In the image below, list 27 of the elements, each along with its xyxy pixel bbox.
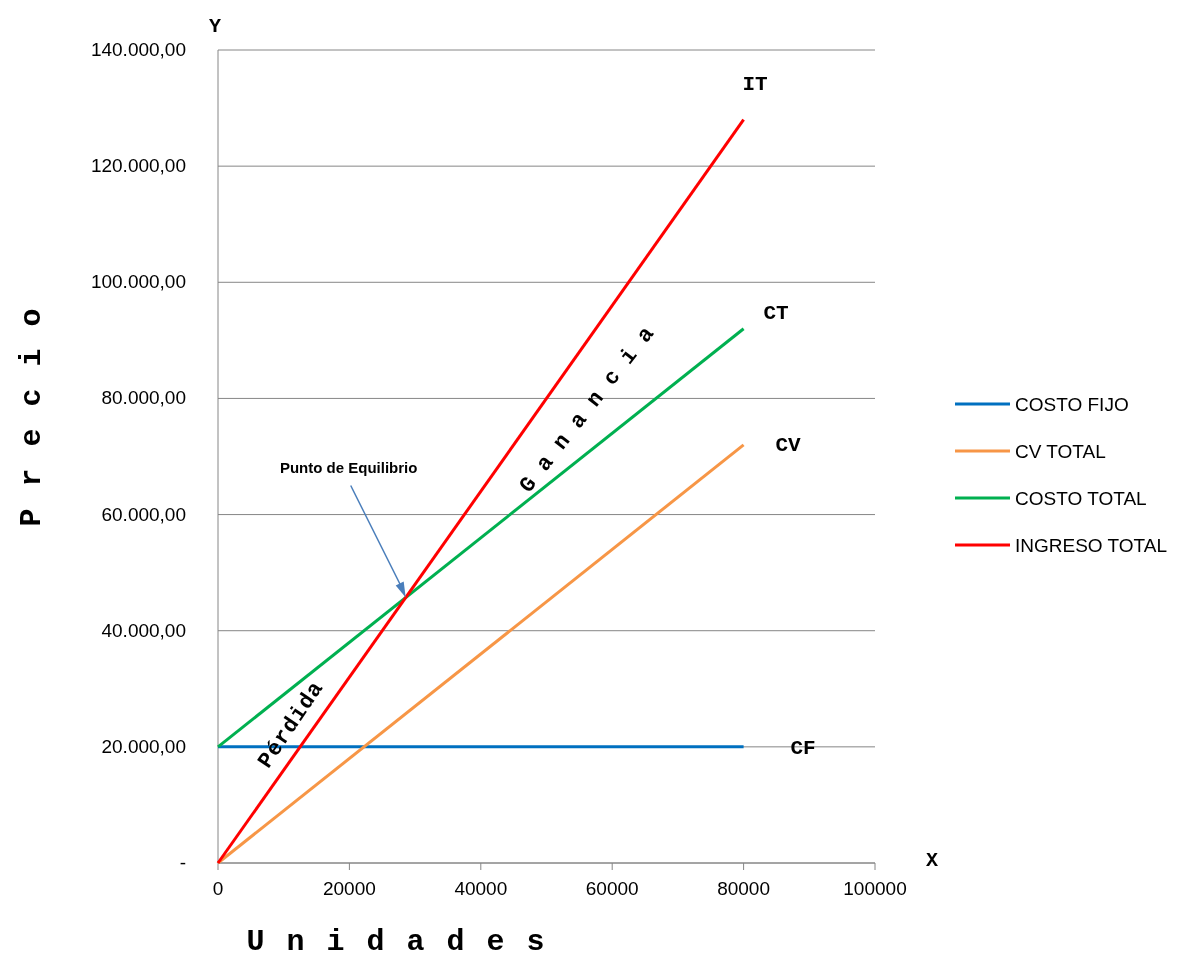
y-axis-title: Precio bbox=[15, 286, 49, 527]
annotation: CF bbox=[790, 737, 816, 760]
annotation: CV bbox=[775, 434, 801, 457]
y-tick-label: 100.000,00 bbox=[90, 271, 186, 293]
y-tick-label: 40.000,00 bbox=[101, 619, 186, 641]
x-tick-label: 80000 bbox=[717, 878, 771, 899]
y-tick-label: - bbox=[179, 852, 186, 873]
y-tick-label: 140.000,00 bbox=[90, 39, 186, 60]
y-tick-label: 60.000,00 bbox=[101, 503, 186, 525]
x-tick-label: 0 bbox=[212, 878, 224, 899]
y-tick-label: 20.000,00 bbox=[101, 735, 186, 757]
y-tick-label: 80.000,00 bbox=[101, 387, 186, 409]
legend-label: CV TOTAL bbox=[1015, 441, 1106, 462]
x-axis-title: Unidades bbox=[246, 925, 567, 959]
x-tick-label: 100000 bbox=[843, 878, 907, 899]
text: X bbox=[925, 849, 939, 872]
legend-label: COSTO FIJO bbox=[1015, 394, 1129, 415]
y-tick-label: 120.000,00 bbox=[90, 155, 186, 177]
x-tick-label: 60000 bbox=[585, 878, 639, 899]
legend-label: INGRESO TOTAL bbox=[1015, 535, 1168, 556]
x-tick-label: 40000 bbox=[454, 878, 508, 899]
annotation: CT bbox=[763, 302, 789, 325]
annotation: Punto de Equilibrio bbox=[279, 458, 418, 476]
x-tick-label: 20000 bbox=[322, 878, 376, 899]
annotation: IT bbox=[742, 73, 768, 96]
legend-label: COSTO TOTAL bbox=[1015, 488, 1147, 509]
text: Y bbox=[208, 15, 222, 38]
